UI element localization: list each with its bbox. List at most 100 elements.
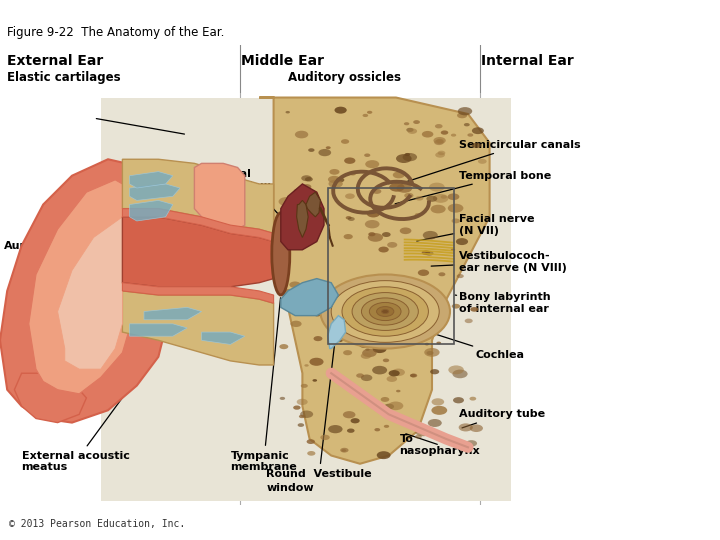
Circle shape — [362, 349, 377, 357]
Circle shape — [435, 152, 445, 158]
Circle shape — [466, 440, 477, 447]
Circle shape — [418, 269, 429, 276]
Polygon shape — [281, 279, 338, 315]
Circle shape — [359, 342, 369, 348]
Circle shape — [459, 423, 473, 431]
Circle shape — [377, 451, 391, 459]
Circle shape — [314, 313, 321, 316]
Circle shape — [361, 375, 372, 381]
Polygon shape — [29, 180, 144, 394]
Circle shape — [351, 418, 360, 423]
Circle shape — [431, 205, 446, 213]
Polygon shape — [130, 184, 180, 200]
Circle shape — [406, 128, 413, 132]
Circle shape — [335, 107, 347, 113]
Polygon shape — [281, 184, 324, 250]
Circle shape — [307, 439, 315, 444]
Text: Auditory ossicles: Auditory ossicles — [288, 71, 401, 84]
Circle shape — [451, 219, 460, 224]
Circle shape — [343, 350, 352, 355]
Text: External acoustic
meatus: External acoustic meatus — [22, 351, 157, 472]
Circle shape — [292, 292, 307, 301]
Polygon shape — [122, 217, 274, 287]
Circle shape — [344, 158, 356, 164]
Circle shape — [289, 281, 301, 288]
Circle shape — [379, 247, 389, 253]
Circle shape — [396, 154, 412, 163]
Circle shape — [337, 339, 343, 342]
Circle shape — [372, 366, 387, 374]
Circle shape — [382, 232, 391, 237]
Circle shape — [448, 193, 459, 200]
Circle shape — [302, 184, 311, 190]
Circle shape — [364, 153, 370, 157]
Circle shape — [310, 357, 323, 366]
Circle shape — [308, 148, 315, 152]
Circle shape — [433, 137, 446, 144]
Circle shape — [429, 183, 445, 192]
Circle shape — [313, 336, 323, 341]
Polygon shape — [0, 159, 166, 423]
Circle shape — [430, 369, 439, 374]
Circle shape — [408, 129, 417, 134]
Polygon shape — [130, 172, 173, 188]
Circle shape — [426, 195, 437, 202]
Polygon shape — [58, 217, 137, 369]
Polygon shape — [122, 208, 274, 241]
Circle shape — [343, 234, 353, 239]
Circle shape — [438, 272, 446, 276]
Polygon shape — [194, 164, 245, 229]
Text: Bony labyrinth
of internal ear: Bony labyrinth of internal ear — [455, 293, 551, 314]
Circle shape — [282, 289, 295, 297]
Circle shape — [458, 107, 472, 116]
Circle shape — [352, 293, 418, 330]
Circle shape — [384, 404, 394, 409]
Circle shape — [404, 122, 409, 125]
Circle shape — [472, 143, 481, 148]
Circle shape — [297, 423, 304, 427]
Circle shape — [472, 127, 484, 134]
Circle shape — [433, 194, 449, 203]
Circle shape — [365, 220, 379, 228]
Text: Oval
window: Oval window — [223, 169, 279, 215]
Circle shape — [297, 399, 307, 405]
Circle shape — [347, 429, 354, 433]
Circle shape — [441, 195, 447, 199]
Circle shape — [402, 153, 417, 161]
Circle shape — [410, 374, 416, 377]
Circle shape — [365, 160, 379, 168]
Polygon shape — [202, 332, 245, 345]
Circle shape — [456, 238, 468, 245]
Circle shape — [330, 169, 339, 175]
Circle shape — [372, 345, 387, 353]
Circle shape — [397, 184, 413, 193]
Circle shape — [384, 425, 390, 428]
Circle shape — [343, 411, 356, 418]
Circle shape — [369, 302, 401, 321]
Polygon shape — [297, 200, 308, 238]
Text: Semicircular canals: Semicircular canals — [402, 140, 581, 183]
Circle shape — [434, 139, 444, 145]
Circle shape — [422, 131, 433, 138]
Text: window: window — [266, 483, 314, 494]
Circle shape — [451, 133, 456, 137]
Circle shape — [328, 180, 343, 188]
Circle shape — [346, 216, 351, 219]
Circle shape — [387, 242, 397, 248]
Circle shape — [441, 131, 449, 134]
Circle shape — [451, 248, 455, 251]
Circle shape — [469, 424, 483, 432]
Circle shape — [464, 123, 469, 126]
Circle shape — [410, 374, 417, 377]
Circle shape — [423, 231, 438, 239]
Circle shape — [415, 427, 431, 436]
Circle shape — [377, 307, 394, 316]
Circle shape — [363, 114, 368, 117]
Circle shape — [425, 343, 429, 346]
Circle shape — [467, 133, 473, 137]
Circle shape — [453, 397, 464, 403]
Polygon shape — [259, 98, 490, 464]
Circle shape — [382, 309, 389, 314]
Circle shape — [331, 281, 439, 342]
Text: Internal Ear: Internal Ear — [481, 53, 574, 68]
